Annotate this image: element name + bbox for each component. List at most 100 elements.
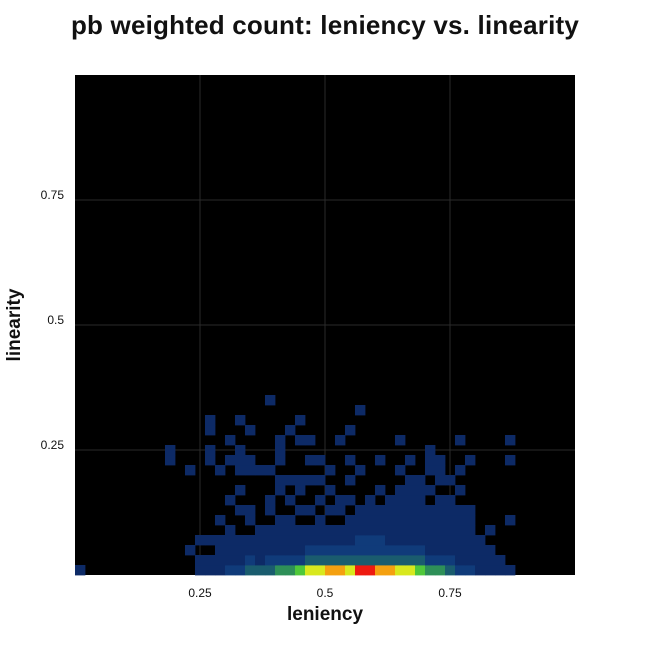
heatmap-cell — [255, 555, 266, 566]
heatmap-cell — [455, 545, 466, 556]
heatmap-cell — [305, 525, 316, 536]
heatmap-cell — [215, 545, 226, 556]
heatmap-cell — [505, 515, 516, 526]
heatmap-cell — [295, 525, 306, 536]
heatmap-cell — [255, 535, 266, 546]
heatmap-cell — [465, 505, 476, 516]
heatmap-cell — [495, 555, 506, 566]
heatmap-cell — [385, 495, 396, 506]
heatmap-cell — [355, 565, 366, 576]
heatmap-cell — [265, 395, 276, 406]
heatmap-cell — [465, 535, 476, 546]
heatmap-cell — [395, 555, 406, 566]
heatmap-cell — [335, 435, 346, 446]
heatmap-cell — [245, 535, 256, 546]
heatmap-cell — [255, 545, 266, 556]
heatmap-cell — [315, 535, 326, 546]
heatmap-cell — [205, 535, 216, 546]
heatmap-cell — [505, 435, 516, 446]
heatmap-cell — [505, 565, 516, 576]
heatmap-cell — [225, 545, 236, 556]
heatmap-cell — [415, 495, 426, 506]
y-tick-label: 0.75 — [41, 188, 65, 202]
heatmap-cell — [195, 555, 206, 566]
heatmap-cell — [295, 535, 306, 546]
heatmap-cell — [395, 535, 406, 546]
heatmap-cell — [265, 495, 276, 506]
heatmap-cell — [435, 455, 446, 466]
heatmap-cell — [205, 565, 216, 576]
heatmap-cell — [265, 535, 276, 546]
heatmap-cell — [285, 545, 296, 556]
heatmap-cell — [235, 535, 246, 546]
heatmap-cell — [405, 535, 416, 546]
heatmap-cell — [225, 555, 236, 566]
chart-title: pb weighted count: leniency vs. linearit… — [70, 10, 580, 40]
heatmap-cell — [415, 545, 426, 556]
heatmap-cell — [475, 545, 486, 556]
heatmap-cell — [305, 555, 316, 566]
heatmap-cell — [385, 525, 396, 536]
heatmap-cell — [295, 485, 306, 496]
y-axis-label: linearity — [4, 288, 25, 361]
heatmap-cell — [305, 455, 316, 466]
heatmap-cell — [295, 505, 306, 516]
heatmap-cell — [455, 525, 466, 536]
heatmap-cell — [405, 565, 416, 576]
heatmap-cell — [325, 545, 336, 556]
heatmap-cell — [255, 525, 266, 536]
heatmap-cell — [505, 455, 516, 466]
heatmap-cell — [275, 435, 286, 446]
heatmap-cell — [335, 545, 346, 556]
heatmap-cell — [315, 515, 326, 526]
heatmap-cell — [365, 505, 376, 516]
heatmap-cell — [235, 415, 246, 426]
heatmap-cell — [205, 455, 216, 466]
heatmap-cell — [315, 495, 326, 506]
heatmap-cells — [75, 395, 516, 576]
x-tick-labels: 0.25 0.5 0.75 — [188, 586, 462, 600]
heatmap-cell — [485, 555, 496, 566]
heatmap-cell — [445, 565, 456, 576]
heatmap-cell — [375, 505, 386, 516]
heatmap-cell — [455, 555, 466, 566]
heatmap-cell — [205, 415, 216, 426]
heatmap-cell — [285, 495, 296, 506]
heatmap-cell — [235, 445, 246, 456]
heatmap-cell — [215, 515, 226, 526]
heatmap-cell — [415, 475, 426, 486]
heatmap-cell — [355, 515, 366, 526]
heatmap-cell — [355, 545, 366, 556]
heatmap-cell — [275, 445, 286, 456]
heatmap-cell — [415, 505, 426, 516]
heatmap-cell — [435, 505, 446, 516]
heatmap-cell — [365, 535, 376, 546]
heatmap-cell — [335, 525, 346, 536]
x-tick-label: 0.25 — [188, 586, 212, 600]
heatmap-cell — [465, 545, 476, 556]
heatmap-cell — [205, 555, 216, 566]
heatmap-cell — [235, 465, 246, 476]
heatmap-cell — [335, 565, 346, 576]
heatmap-cell — [425, 445, 436, 456]
heatmap-cell — [235, 455, 246, 466]
heatmap-cell — [345, 545, 356, 556]
heatmap-cell — [285, 535, 296, 546]
heatmap-cell — [405, 515, 416, 526]
heatmap-cell — [335, 555, 346, 566]
heatmap-cell — [75, 565, 86, 576]
heatmap-cell — [305, 535, 316, 546]
heatmap-cell — [165, 455, 176, 466]
heatmap-cell — [455, 565, 466, 576]
heatmap-cell — [265, 545, 276, 556]
heatmap-cell — [415, 485, 426, 496]
heatmap-cell — [375, 565, 386, 576]
heatmap-cell — [205, 425, 216, 436]
heatmap-cell — [365, 545, 376, 556]
heatmap-cell — [245, 565, 256, 576]
heatmap-cell — [385, 505, 396, 516]
heatmap-cell — [435, 465, 446, 476]
heatmap-cell — [415, 515, 426, 526]
heatmap-cell — [395, 495, 406, 506]
heatmap-cell — [225, 565, 236, 576]
